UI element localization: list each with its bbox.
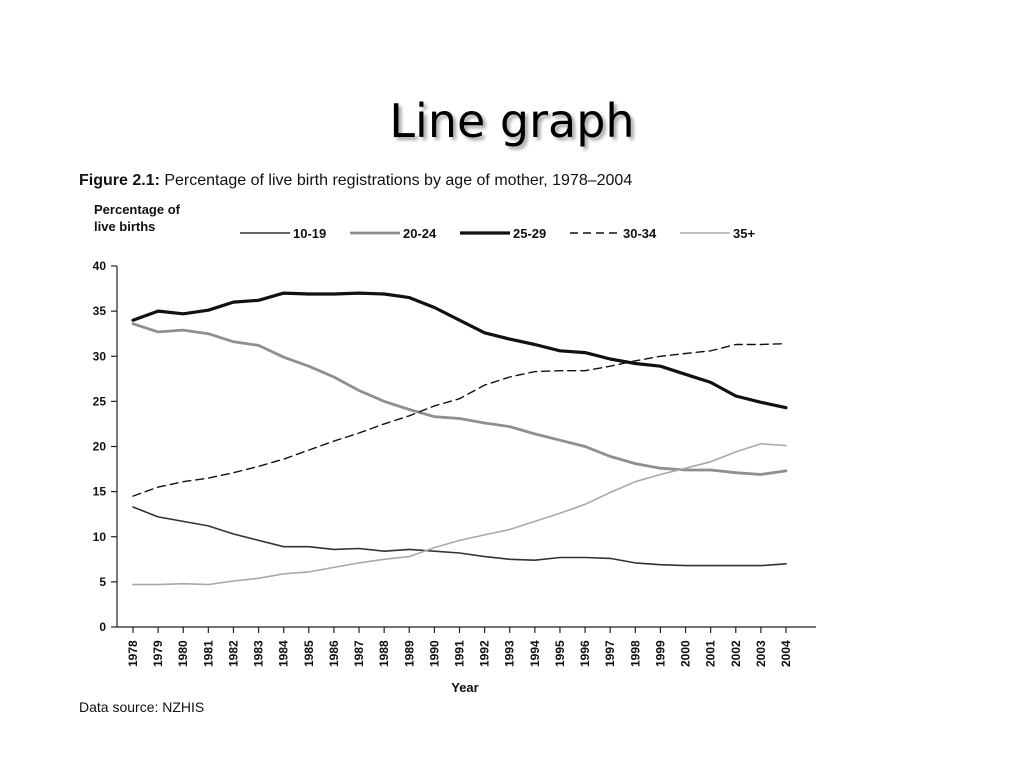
y-tick-label: 40 (93, 259, 107, 273)
x-tick-label: 1980 (176, 640, 190, 667)
x-tick-label: 1987 (352, 640, 366, 667)
x-tick-label: 2003 (754, 640, 768, 667)
x-axis-title: Year (451, 680, 478, 695)
x-axis: 1978 1979 1980 1981 1982 1983 1984 1985 1986 1987… (117, 626, 816, 667)
x-tick-label: 1996 (578, 640, 592, 667)
data-source-note: Data source: NZHIS (79, 699, 205, 715)
x-tick-label: 2002 (729, 640, 743, 667)
series-line-30-34 (132, 342, 787, 497)
legend-label: 30-34 (623, 226, 657, 241)
series-line-20-24 (131, 322, 788, 476)
y-tick-label: 0 (99, 620, 106, 634)
legend-label: 20-24 (403, 226, 437, 241)
figure-caption-text: Percentage of live birth registrations b… (164, 172, 633, 189)
y-axis-title-line-1: Percentage of (94, 202, 181, 217)
x-tick-label: 1991 (453, 640, 467, 667)
x-tick-label: 1995 (553, 640, 567, 667)
x-tick-label: 1986 (327, 640, 341, 667)
figure-label: Figure 2.1: (79, 172, 160, 189)
slide-title: Line graph (389, 94, 635, 148)
y-tick-label: 20 (93, 440, 107, 454)
y-tick-label: 10 (93, 530, 107, 544)
legend-label: 10-19 (293, 226, 326, 241)
x-tick-label: 1983 (252, 640, 266, 667)
series-line-35plus (132, 442, 787, 586)
chart-legend: 10-19 20-24 25-29 30-34 35+ (240, 226, 755, 241)
y-tick-label: 35 (93, 304, 107, 318)
x-tick-label: 2000 (679, 640, 693, 667)
legend-label: 35+ (733, 226, 755, 241)
x-tick-label: 1979 (151, 640, 165, 667)
x-tick-label: 1985 (302, 640, 316, 667)
x-tick-label: 1999 (653, 640, 667, 667)
y-tick-label: 15 (93, 485, 107, 499)
y-tick-label: 30 (93, 349, 107, 363)
x-tick-label: 1984 (277, 640, 291, 667)
series-line-10-19 (132, 506, 787, 567)
x-tick-label: 1993 (503, 640, 517, 667)
x-tick-label: 1997 (603, 640, 617, 667)
x-tick-label: 1992 (478, 640, 492, 667)
series-layer (131, 291, 788, 586)
legend-label: 25-29 (513, 226, 546, 241)
series-line-25-29 (131, 291, 788, 410)
x-tick-label: 1982 (226, 640, 240, 667)
line-chart: Percentage of live births 10-19 20-24 25-2… (93, 202, 816, 695)
x-tick-label: 2004 (779, 640, 793, 667)
x-tick-label: 1978 (126, 640, 140, 667)
x-tick-label: 1998 (628, 640, 642, 667)
y-axis: 0 5 10 15 20 25 30 35 40 (93, 259, 118, 634)
x-tick-label: 1989 (402, 640, 416, 667)
x-tick-label: 2001 (704, 640, 718, 667)
x-tick-label: 1990 (427, 640, 441, 667)
x-tick-label: 1981 (201, 640, 215, 667)
x-tick-label: 1988 (377, 640, 391, 667)
figure-caption: Figure 2.1: Percentage of live birth reg… (79, 172, 632, 190)
y-tick-label: 25 (93, 394, 107, 408)
y-tick-label: 5 (99, 575, 106, 589)
y-axis-title-line-2: live births (94, 219, 155, 234)
x-tick-label: 1994 (528, 640, 542, 667)
